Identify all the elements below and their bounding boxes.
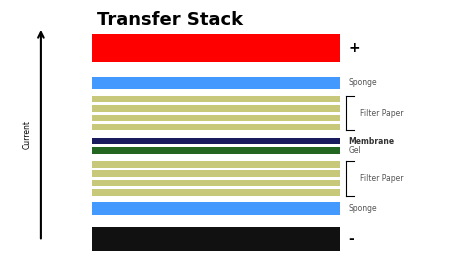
Bar (91, 227, 340, 251)
Text: Sponge: Sponge (348, 204, 377, 213)
Bar (91, 189, 340, 196)
Bar (91, 180, 340, 186)
Text: Gel: Gel (348, 146, 361, 155)
Text: Filter Paper: Filter Paper (360, 174, 403, 183)
Bar (91, 138, 340, 145)
Bar (91, 76, 340, 89)
Bar (91, 114, 340, 121)
Bar (91, 124, 340, 131)
Bar (91, 105, 340, 112)
Bar (91, 202, 340, 215)
Bar (91, 161, 340, 168)
Text: Filter Paper: Filter Paper (360, 109, 403, 118)
Text: Transfer Stack: Transfer Stack (97, 11, 244, 29)
Text: Current: Current (22, 120, 31, 149)
Text: Sponge: Sponge (348, 78, 377, 88)
Text: -: - (348, 232, 354, 246)
Text: Membrane: Membrane (348, 137, 394, 146)
Text: +: + (348, 41, 360, 55)
Bar (91, 147, 340, 154)
Bar (91, 170, 340, 177)
Bar (91, 96, 340, 103)
Bar (91, 34, 340, 62)
